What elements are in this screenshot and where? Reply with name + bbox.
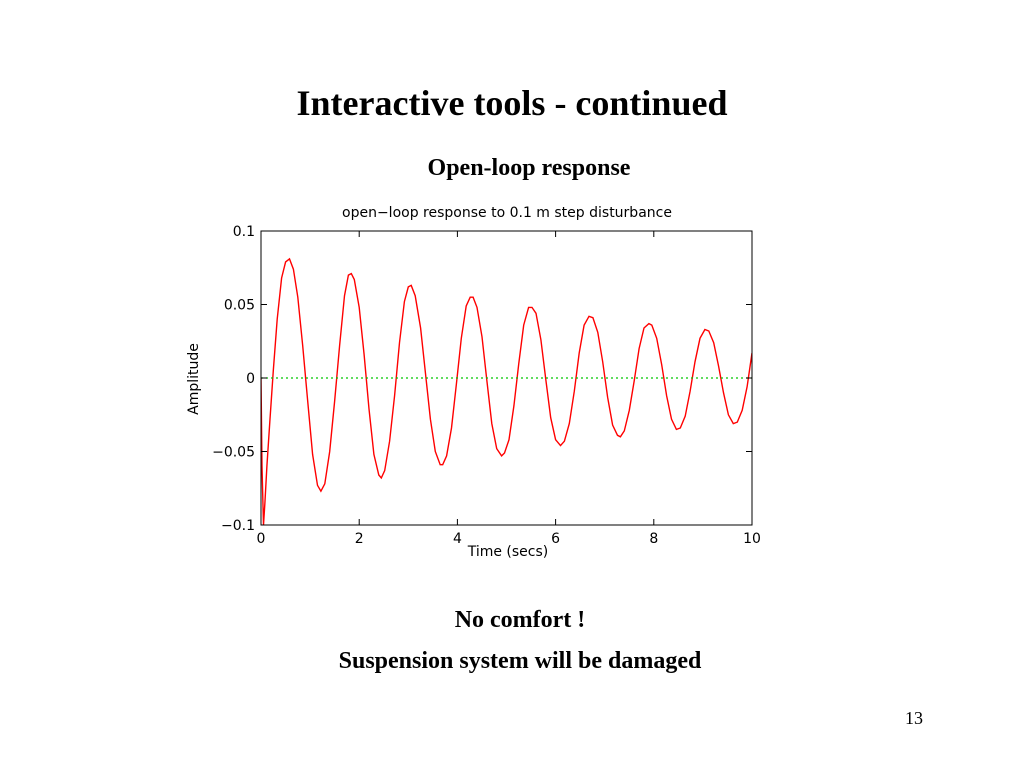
y-tick-label: −0.1 [221,518,255,534]
y-tick-label: 0.05 [224,298,255,314]
y-tick-label: 0 [246,371,255,387]
x-tick-label: 0 [257,531,266,547]
series-line-response [261,257,752,525]
slide-title: Interactive tools - continued [296,83,728,123]
x-tick-label: 6 [551,531,560,547]
x-axis-label: Time (secs) [467,544,549,560]
y-axis-label: Amplitude [186,343,202,415]
x-tick-label: 4 [453,531,462,547]
plot-area: 0 2 4 6 8 10 −0.1 −0.05 0 0.05 0.1 [212,224,761,547]
x-tick-label: 8 [649,531,658,547]
footer-line-1: No comfort ! [454,607,586,633]
y-tick-label: 0.1 [233,224,255,240]
x-tick-label: 2 [355,531,364,547]
page-number: 13 [905,708,923,728]
x-tick-label: 10 [743,531,761,547]
chart-title: open−loop response to 0.1 m step disturb… [342,205,672,221]
y-tick-label: −0.05 [212,445,255,461]
footer-line-2: Suspension system will be damaged [338,648,702,674]
slide-subtitle: Open-loop response [427,155,631,181]
